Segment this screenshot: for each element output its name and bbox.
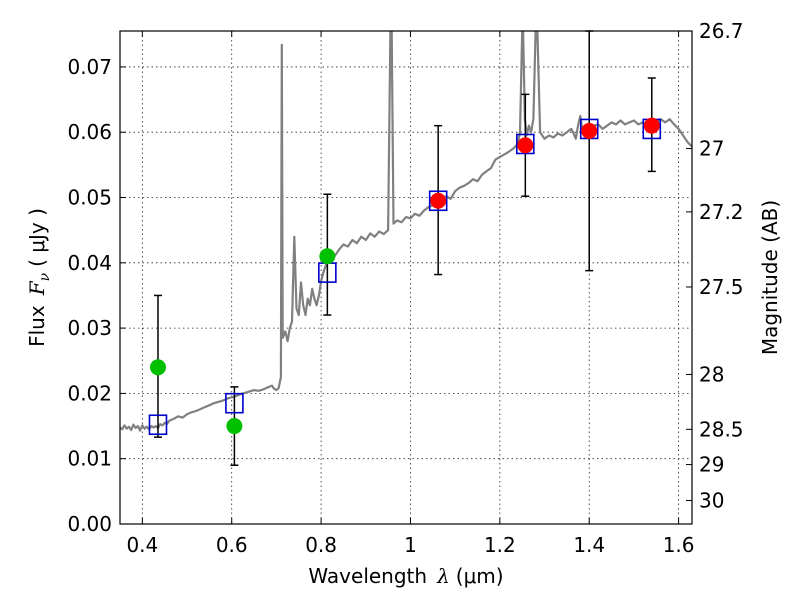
y2-tick-label: 27 <box>699 137 724 161</box>
y-tick-label: 0.02 <box>67 381 112 405</box>
model-spectrum-layer <box>120 31 692 432</box>
x-axis-title: Wavelength λ (μm) <box>308 564 503 588</box>
model-spectrum-line <box>120 31 692 432</box>
x-tick-label: 1 <box>404 533 417 557</box>
model-photometry-square <box>428 190 448 212</box>
x-axis-ticks: 0.4 0.6 0.8 1 1.2 1.4 1.6 <box>126 31 695 557</box>
plot-frame <box>119 30 693 525</box>
observation-point <box>226 418 243 435</box>
x-tick-label: 1.2 <box>484 533 516 557</box>
y2-tick-label: 28.5 <box>699 417 744 441</box>
y2-tick-label: 27.5 <box>699 275 744 299</box>
model-photometry-square <box>516 133 535 155</box>
y2-tick-label: 27.2 <box>699 200 744 224</box>
y2-tick-label: 28 <box>699 362 724 386</box>
observation-layer <box>149 117 660 435</box>
x-tick-label: 0.6 <box>216 533 248 557</box>
y2-tick-label: 29 <box>699 453 724 477</box>
model-photometry-layer <box>148 118 662 436</box>
y-tick-label: 0.06 <box>67 120 112 144</box>
x-tick-label: 1.4 <box>573 533 605 557</box>
x-tick-label: 1.6 <box>663 533 695 557</box>
x-tick-label: 0.4 <box>126 533 158 557</box>
y2-tick-label: 26.7 <box>699 19 744 43</box>
y-tick-label: 0.01 <box>67 447 112 471</box>
y-axis-ticks: 0.00 0.01 0.02 0.03 0.04 0.05 0.06 0.07 <box>67 55 126 536</box>
observation-point <box>581 122 598 139</box>
y2-axis-title: Magnitude (AB) <box>758 200 782 355</box>
y2-axis-ticks: 26.7 27 27.2 27.5 28 28.5 29 30 <box>686 19 744 512</box>
y-tick-label: 0.03 <box>67 316 112 340</box>
observation-point <box>643 117 660 134</box>
model-photometry-square <box>148 414 168 436</box>
observation-point <box>517 137 534 154</box>
y-tick-label: 0.04 <box>67 251 112 275</box>
y2-tick-label: 30 <box>699 488 724 512</box>
y-axis-title: FluxFν( μJy ) <box>25 208 53 347</box>
observation-point <box>430 192 447 209</box>
observation-point <box>149 359 166 376</box>
grid <box>120 31 692 525</box>
errorbar-layer <box>153 30 656 466</box>
model-photometry-square <box>225 392 244 414</box>
y-tick-label: 0.00 <box>67 512 112 536</box>
y-tick-label: 0.05 <box>67 186 112 210</box>
x-tick-label: 0.8 <box>305 533 337 557</box>
y-tick-label: 0.07 <box>67 55 112 79</box>
observation-point <box>319 248 336 265</box>
